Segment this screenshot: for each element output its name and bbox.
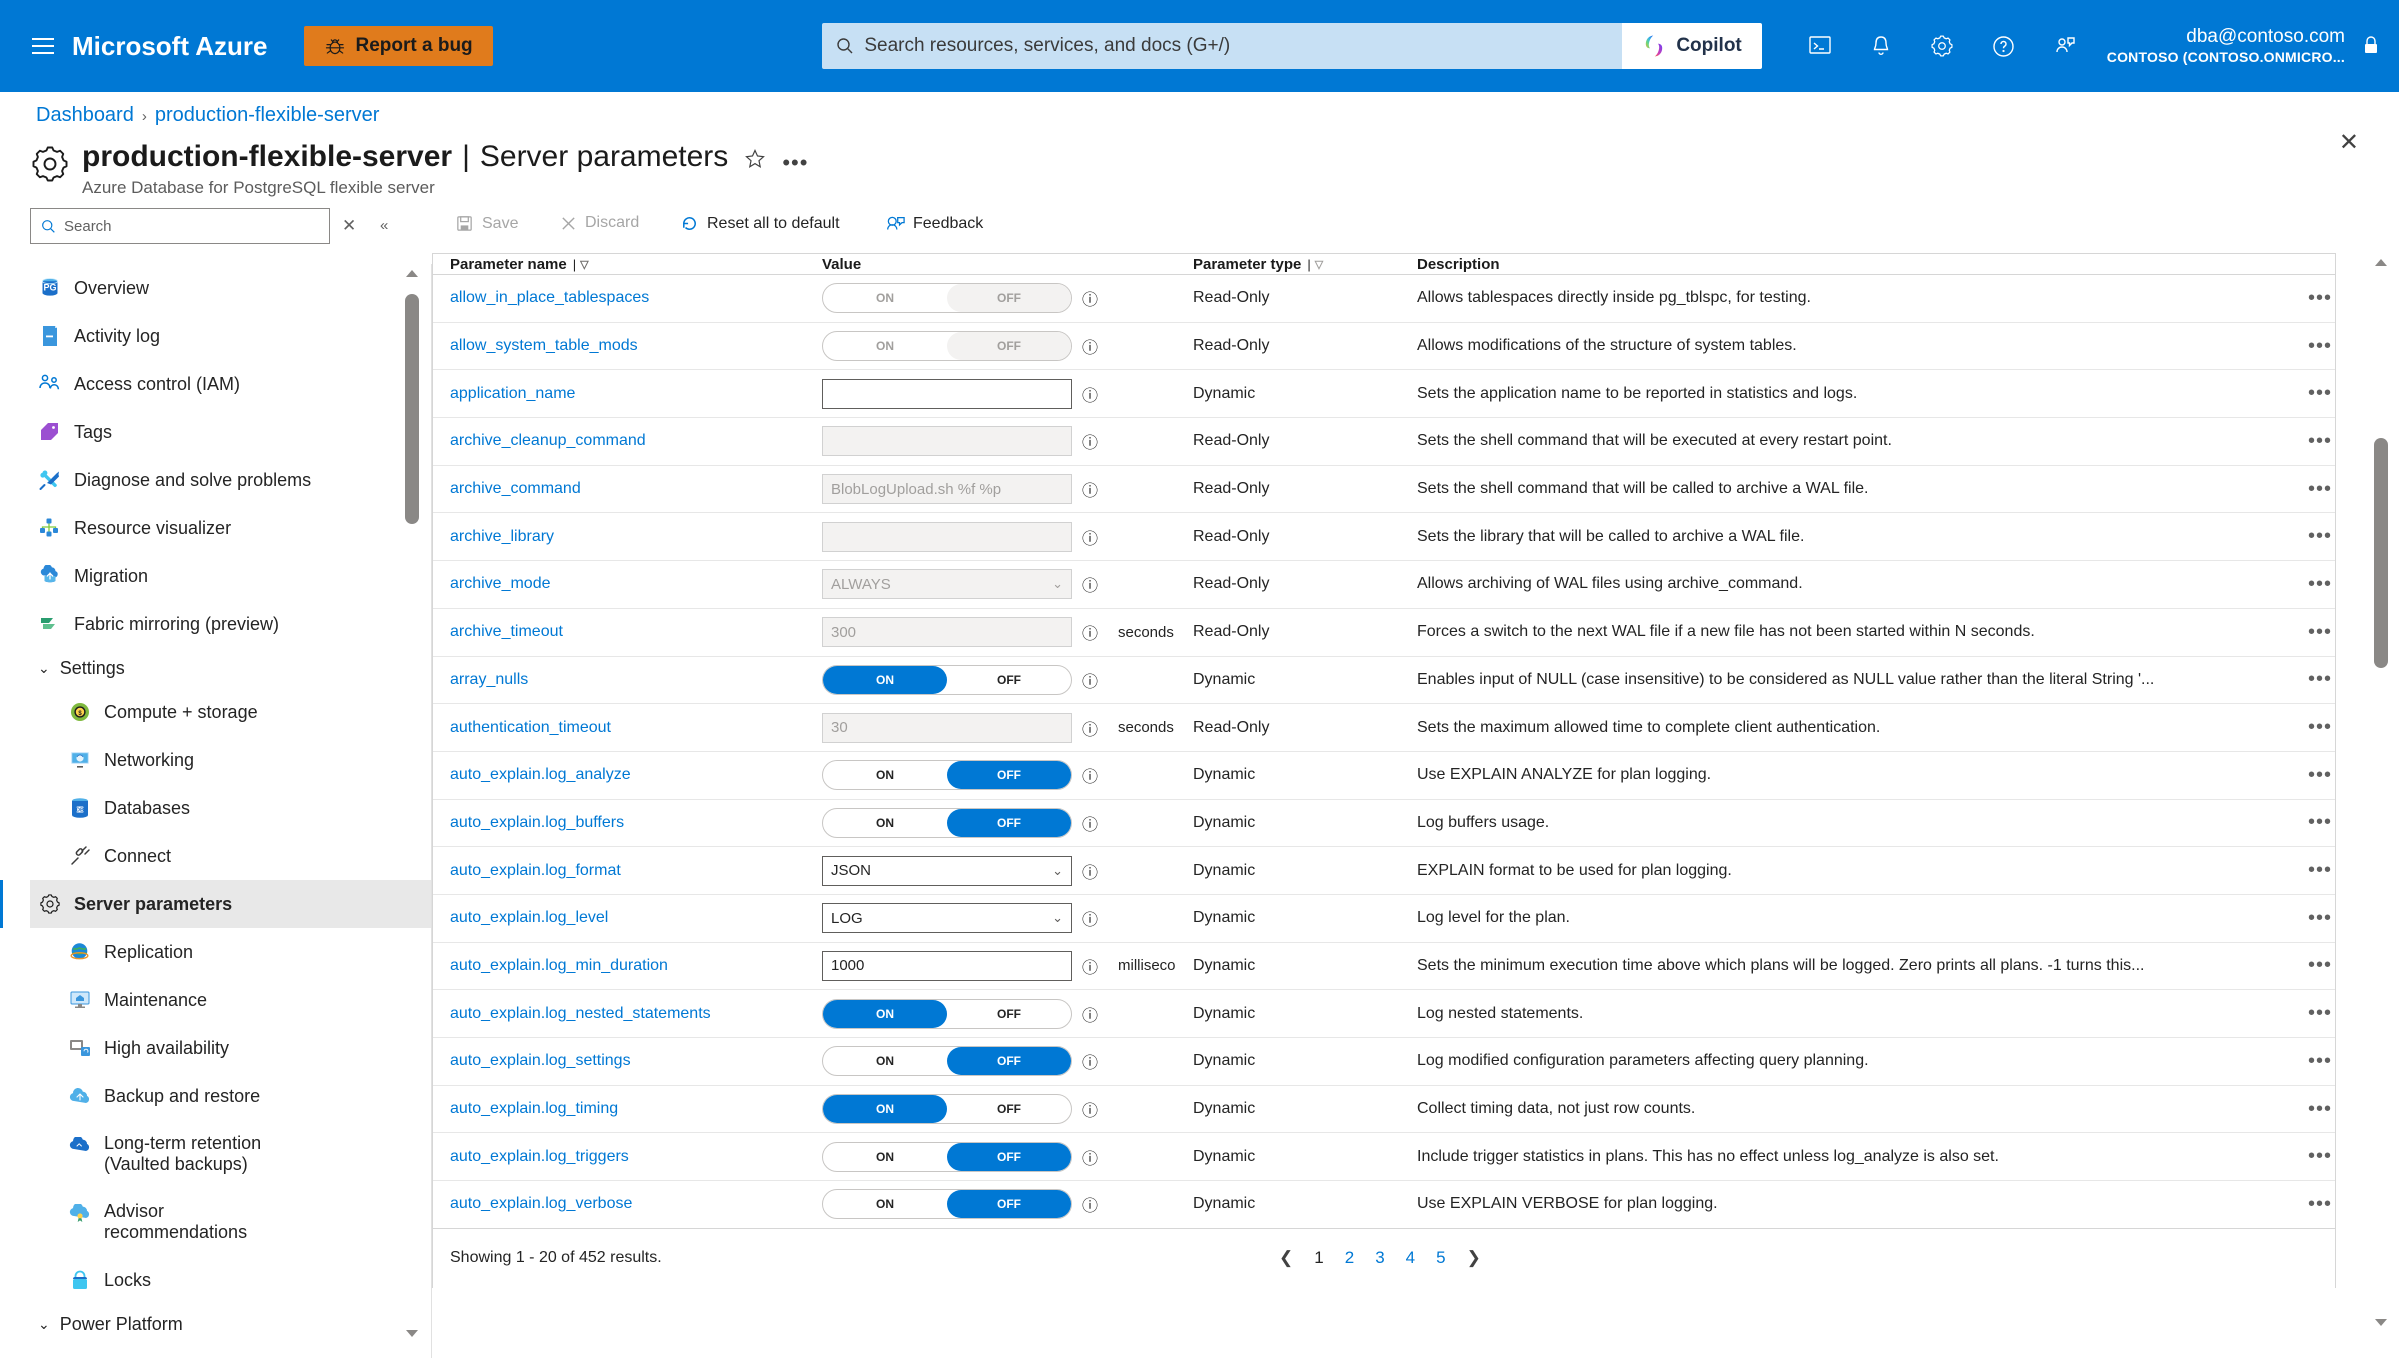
svg-text:PG: PG: [43, 283, 56, 293]
svg-text:DB: DB: [76, 807, 84, 813]
